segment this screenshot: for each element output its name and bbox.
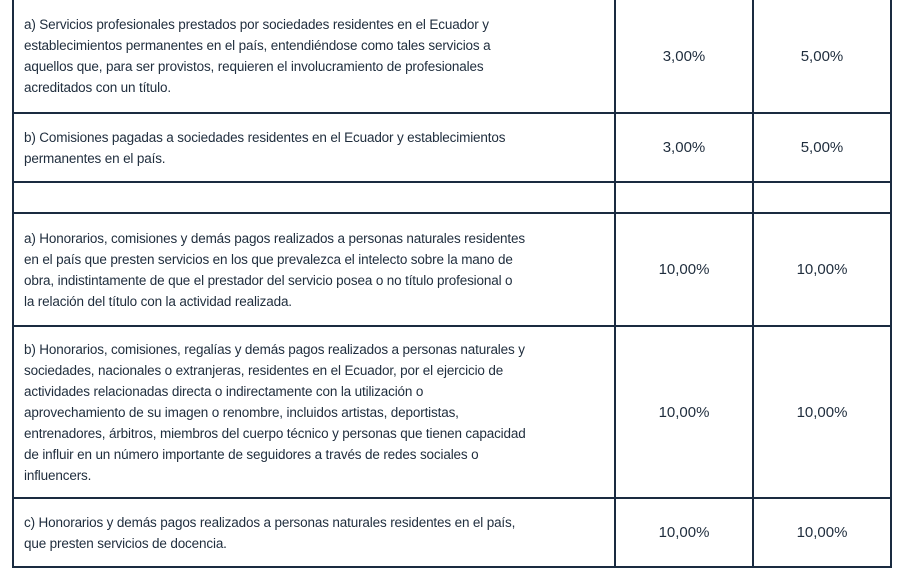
withholding-rates-table: a) Servicios profesionales prestados por…: [12, 0, 892, 568]
rate-cell-rate2: 5,00%: [752, 0, 892, 114]
rate-cell-rate1: 10,00%: [614, 212, 754, 327]
rate-cell-rate2: 10,00%: [752, 325, 892, 499]
description-line: actividades relacionadas directa o indir…: [24, 383, 424, 399]
description-line: en el país que presten servicios en los …: [24, 251, 513, 267]
table-row: a) Honorarios, comisiones y demás pagos …: [12, 212, 892, 327]
rate-cell-rate2: 10,00%: [752, 497, 892, 568]
row-description: b) Honorarios, comisiones, regalías y de…: [12, 325, 616, 499]
row-description: [12, 181, 616, 214]
description-line: entrenadores, árbitros, miembros del cue…: [24, 425, 526, 441]
description-line: influencers.: [24, 467, 92, 483]
description-line: permanentes en el país.: [24, 150, 166, 166]
rate-cell-rate1: 3,00%: [614, 112, 754, 183]
row-description: a) Servicios profesionales prestados por…: [12, 0, 616, 114]
description-line: obra, indistintamente de que el prestado…: [24, 272, 513, 288]
description-line: acreditados con un título.: [24, 80, 171, 95]
row-description: c) Honorarios y demás pagos realizados a…: [12, 497, 616, 568]
description-line: establecimientos permanentes en el país,…: [24, 38, 491, 53]
description-line: la relación del título con la actividad …: [24, 293, 292, 309]
description-line: aquellos que, para ser provistos, requie…: [24, 59, 484, 74]
description-line: a) Honorarios, comisiones y demás pagos …: [24, 230, 525, 246]
rate-cell-rate2: 10,00%: [752, 212, 892, 327]
row-description: a) Honorarios, comisiones y demás pagos …: [12, 212, 616, 327]
description-line: b) Comisiones pagadas a sociedades resid…: [24, 129, 506, 145]
rate-cell-rate2: [752, 181, 892, 214]
rate-cell-rate1: 10,00%: [614, 325, 754, 499]
row-description: b) Comisiones pagadas a sociedades resid…: [12, 112, 616, 183]
description-line: c) Honorarios y demás pagos realizados a…: [24, 514, 516, 530]
rate-cell-rate1: [614, 181, 754, 214]
description-line: sociedades, nacionales o extranjeras, re…: [24, 362, 504, 378]
description-line: a) Servicios profesionales prestados por…: [24, 17, 489, 32]
rate-cell-rate2: 5,00%: [752, 112, 892, 183]
table-row: [12, 181, 892, 214]
description-line: que presten servicios de docencia.: [24, 535, 227, 551]
rate-cell-rate1: 3,00%: [614, 0, 754, 114]
table-row: c) Honorarios y demás pagos realizados a…: [12, 497, 892, 568]
description-line: b) Honorarios, comisiones, regalías y de…: [24, 341, 525, 357]
table-row: b) Comisiones pagadas a sociedades resid…: [12, 112, 892, 183]
rate-cell-rate1: 10,00%: [614, 497, 754, 568]
description-line: aprovechamiento de su imagen o renombre,…: [24, 404, 459, 420]
description-line: de influir en un número importante de se…: [24, 446, 479, 462]
table-row: b) Honorarios, comisiones, regalías y de…: [12, 325, 892, 499]
table-row: a) Servicios profesionales prestados por…: [12, 0, 892, 114]
